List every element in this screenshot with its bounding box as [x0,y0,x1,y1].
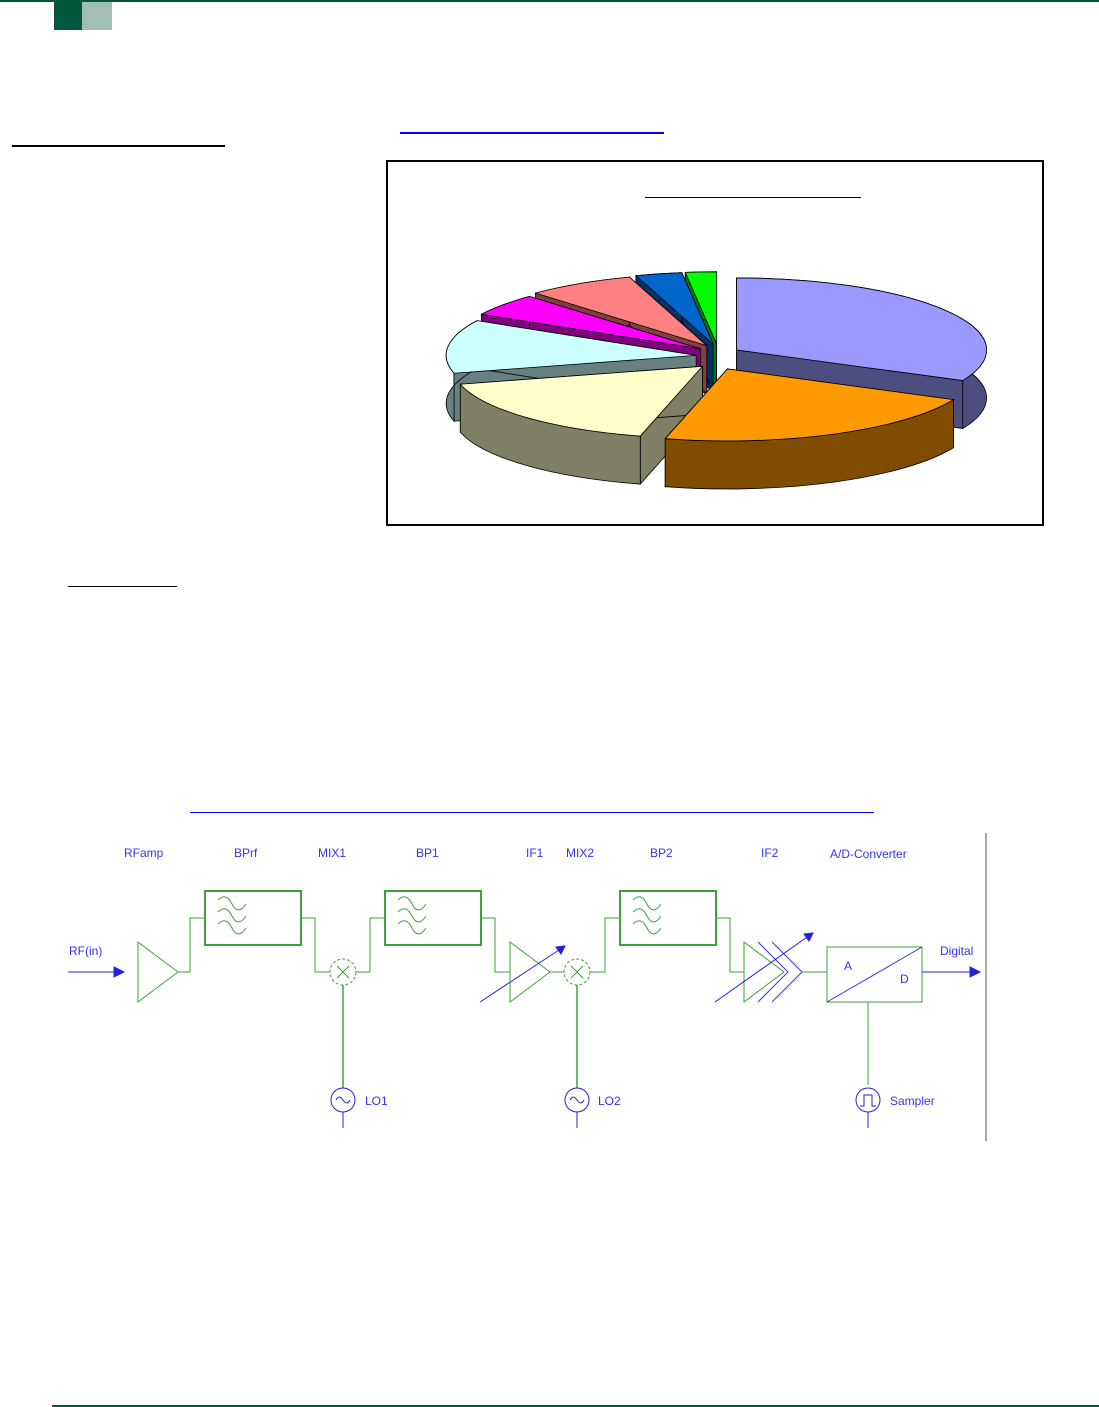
wire [301,917,330,973]
slice-top [534,276,708,347]
filter-icon [397,896,427,935]
label-d: D [900,972,909,986]
ad-converter-block [826,946,923,1003]
label-rf-in: RF(in) [69,944,102,958]
arrow-icon [113,966,126,978]
slice-top [459,365,704,437]
slice-top [664,368,955,442]
label-if1: IF1 [526,846,544,860]
label-lo1: LO1 [365,1094,388,1108]
if2-variable-amplifier-symbol [743,941,785,1003]
arrow-icon [969,966,982,978]
pie-slice-2 [664,367,955,490]
label-lo2: LO2 [598,1094,621,1108]
header-rule [0,0,1099,2]
label-bp1: BP1 [416,846,439,860]
slice-top [445,320,697,374]
pie-slice-1 [736,277,987,430]
multiply-icon [570,965,584,979]
variable-gain-arrow [714,934,811,1003]
slice-top [480,296,701,350]
hyperlink-underline[interactable] [400,132,664,134]
pie-slice-3 [459,365,704,486]
filter-icon [632,896,662,935]
receiver-block-diagram: RFamp BPrf MIX1 BP1 IF1 MIX2 BP2 IF2 A/D… [68,833,987,1141]
variable-gain-arrow [479,947,563,1003]
section-heading-underline [12,145,225,147]
slice-top [684,271,718,344]
rf-amplifier-symbol [137,941,179,1003]
sampler-pulse-icon [855,1087,881,1113]
pie-chart-frame [386,160,1044,526]
subheading-underline [68,586,177,587]
wire [716,917,744,973]
wire [356,917,385,973]
wire [481,917,510,973]
label-sampler: Sampler [890,1094,935,1108]
label-adc: A/D-Converter [830,847,907,861]
wire [178,917,205,973]
slice-top [736,277,987,381]
label-bprf: BPrf [234,846,258,860]
label-mix1: MIX1 [318,846,346,860]
footer-rule [52,1405,1099,1407]
hyperlink-underline-2[interactable] [190,812,874,813]
label-digital: Digital [940,944,973,958]
if1-variable-amplifier-symbol [509,941,551,1003]
chart-title-underline [645,197,861,198]
header-logo-block-light [82,2,112,30]
slice-top [634,272,714,345]
label-mix2: MIX2 [566,846,594,860]
wire [590,917,620,973]
filter-icon [217,896,247,935]
label-if2: IF2 [761,846,779,860]
label-rfamp: RFamp [124,846,164,860]
multiply-icon [336,965,350,979]
label-bp2: BP2 [650,846,673,860]
label-a: A [844,959,852,973]
pie-chart [445,271,987,490]
header-logo-block-dark [54,2,82,30]
